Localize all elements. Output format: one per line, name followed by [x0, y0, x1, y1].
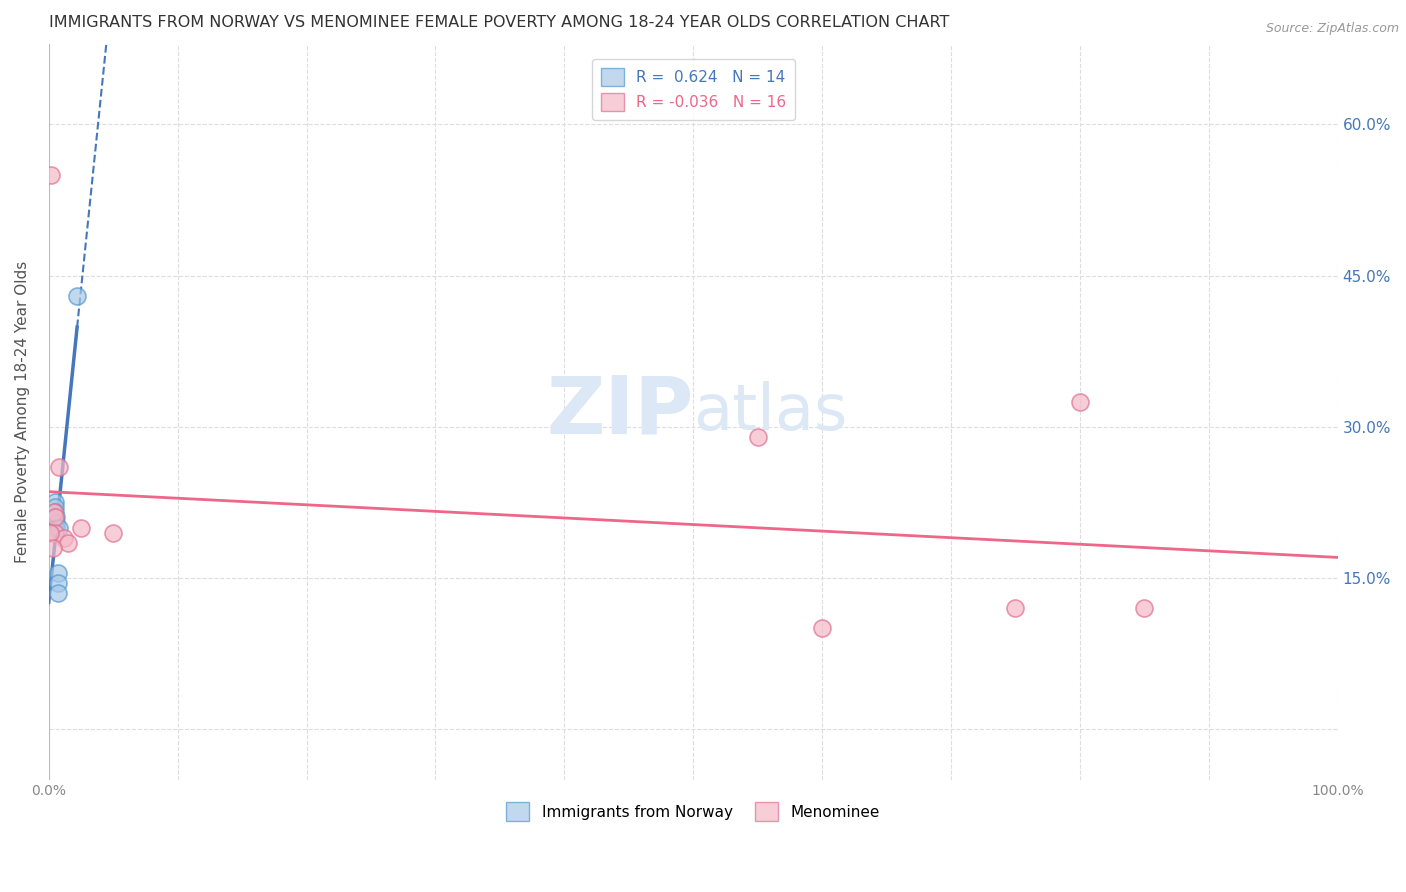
Point	[1133, 601, 1156, 615]
Point	[46, 576, 69, 591]
Point	[45, 520, 67, 534]
Point	[41, 541, 63, 555]
Point	[42, 505, 65, 519]
Point	[103, 525, 125, 540]
Text: ZIP: ZIP	[546, 373, 693, 450]
Y-axis label: Female Poverty Among 18-24 Year Olds: Female Poverty Among 18-24 Year Olds	[15, 260, 30, 563]
Legend: Immigrants from Norway, Menominee: Immigrants from Norway, Menominee	[501, 797, 886, 827]
Point	[42, 510, 65, 524]
Point	[46, 566, 69, 580]
Point	[44, 500, 66, 515]
Point	[48, 460, 70, 475]
Point	[42, 516, 65, 530]
Text: IMMIGRANTS FROM NORWAY VS MENOMINEE FEMALE POVERTY AMONG 18-24 YEAR OLDS CORRELA: IMMIGRANTS FROM NORWAY VS MENOMINEE FEMA…	[49, 15, 949, 30]
Point	[44, 505, 66, 519]
Point	[44, 495, 66, 509]
Point	[46, 586, 69, 600]
Point	[41, 168, 63, 182]
Point	[44, 510, 66, 524]
Point	[44, 510, 66, 524]
Point	[48, 520, 70, 534]
Text: Source: ZipAtlas.com: Source: ZipAtlas.com	[1265, 22, 1399, 36]
Point	[66, 289, 89, 303]
Point	[53, 531, 76, 545]
Point	[747, 430, 769, 444]
Point	[70, 520, 93, 534]
Point	[1004, 601, 1026, 615]
Point	[39, 525, 62, 540]
Point	[1069, 394, 1091, 409]
Point	[45, 516, 67, 530]
Text: atlas: atlas	[693, 381, 848, 442]
Point	[811, 621, 834, 635]
Point	[56, 535, 79, 549]
Point	[45, 510, 67, 524]
Point	[44, 525, 66, 540]
